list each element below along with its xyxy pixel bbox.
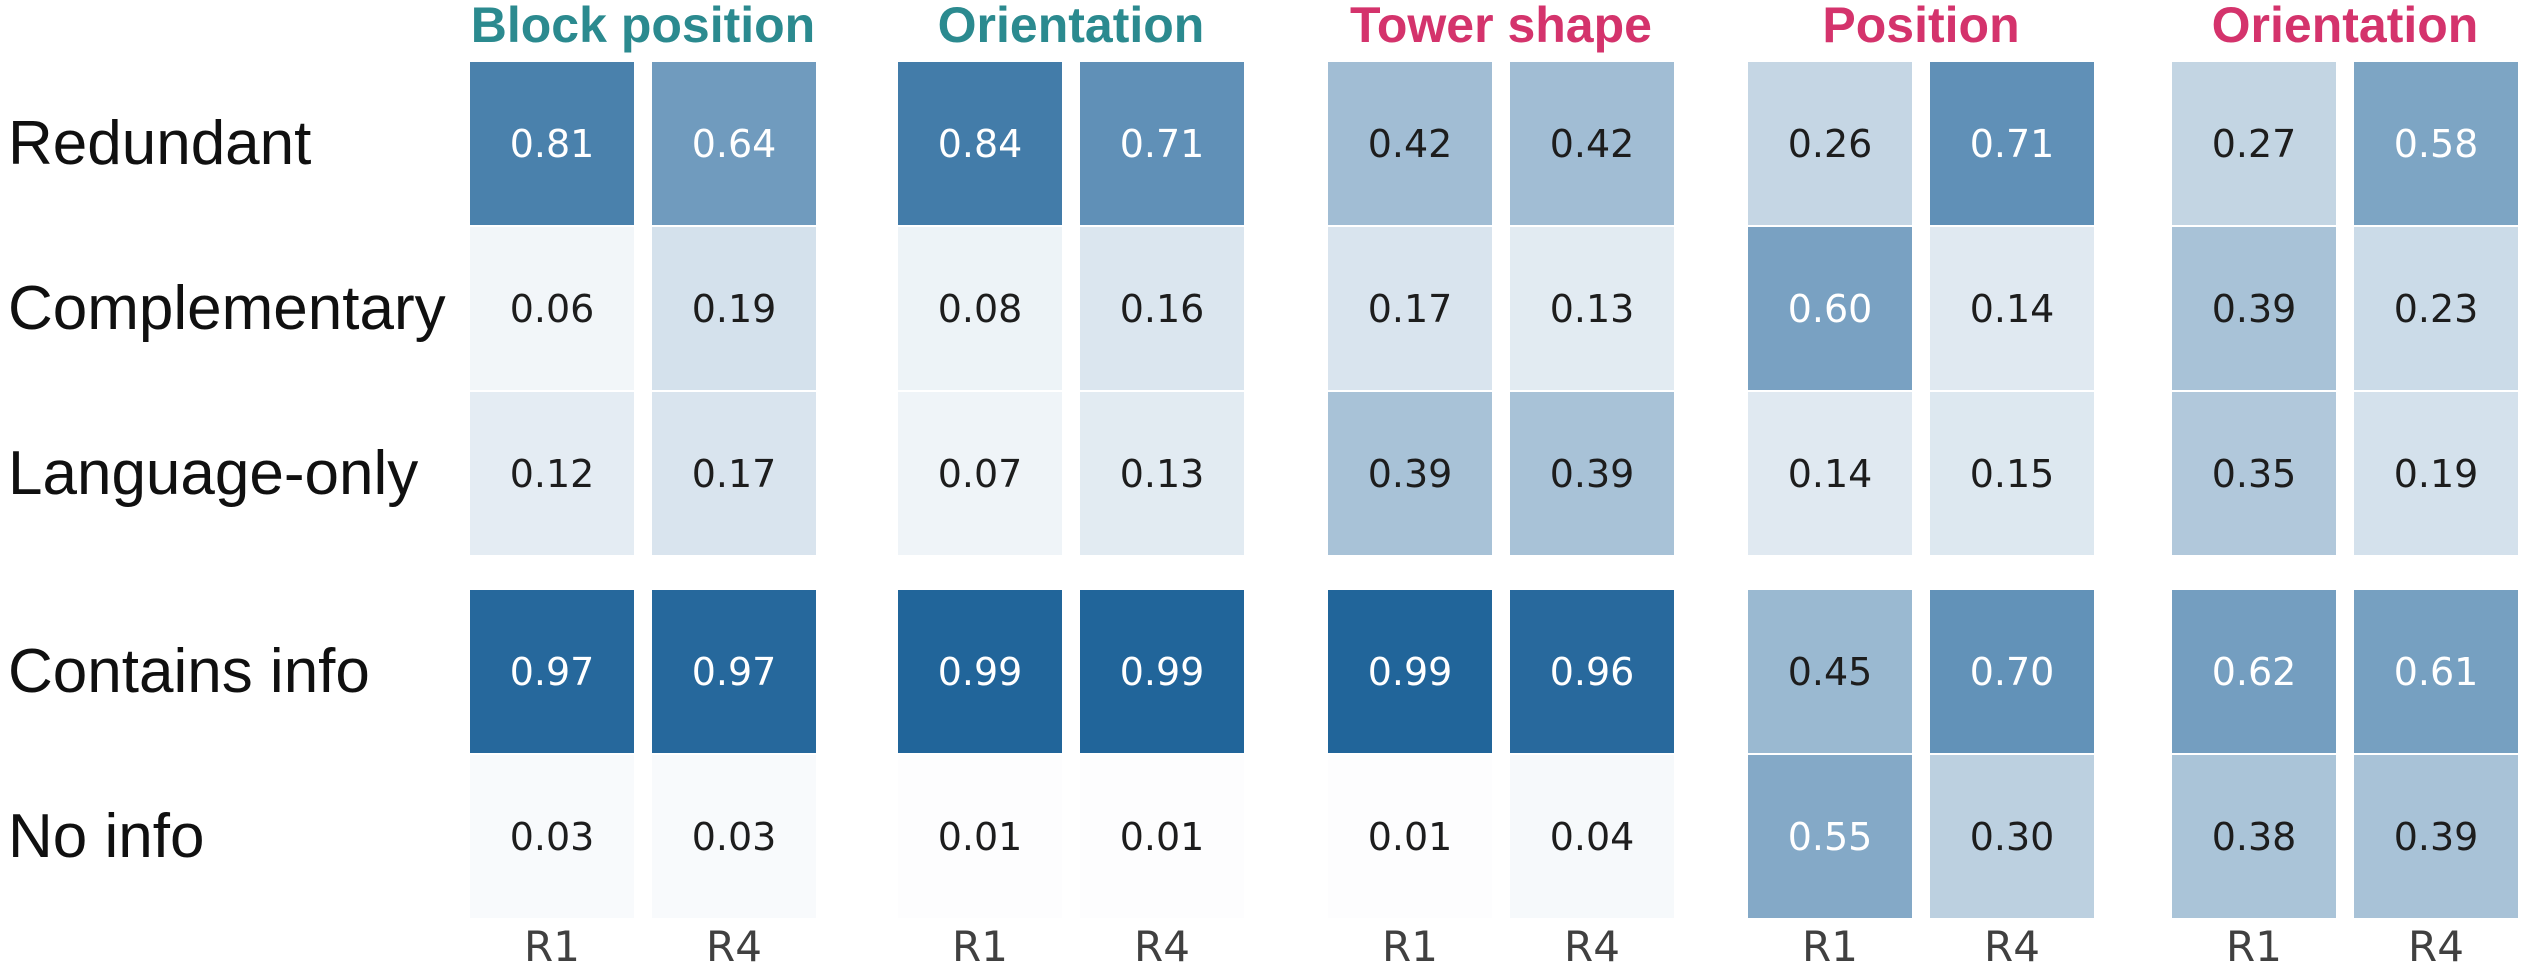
heatmap-cell: 0.03 (470, 755, 634, 918)
heatmap-cell: 0.45 (1748, 590, 1912, 753)
column-label-r1: R1 (952, 922, 1008, 969)
group-header-block-position: Block position (470, 0, 816, 53)
heatmap-cell: 0.42 (1328, 62, 1492, 225)
row-label-complementary: Complementary (8, 273, 446, 343)
heatmap-cell: 0.58 (2354, 62, 2518, 225)
heatmap-cell: 0.99 (898, 590, 1062, 753)
heatmap-cell: 0.55 (1748, 755, 1912, 918)
heatmap-cell: 0.96 (1510, 590, 1674, 753)
heatmap-cell: 0.97 (470, 590, 634, 753)
heatmap-cell: 0.19 (652, 227, 816, 390)
heatmap-cell: 0.06 (470, 227, 634, 390)
heatmap-cell: 0.01 (898, 755, 1062, 918)
heatmap-cell: 0.13 (1080, 392, 1244, 555)
heatmap-cell: 0.23 (2354, 227, 2518, 390)
heatmap-cell: 0.26 (1748, 62, 1912, 225)
heatmap-cell: 0.19 (2354, 392, 2518, 555)
heatmap-cell: 0.27 (2172, 62, 2336, 225)
heatmap-cell: 0.17 (1328, 227, 1492, 390)
heatmap-cell: 0.39 (2172, 227, 2336, 390)
heatmap-cell: 0.01 (1328, 755, 1492, 918)
column-label-r4: R4 (1984, 922, 2040, 969)
heatmap-cell: 0.30 (1930, 755, 2094, 918)
column-label-r1: R1 (524, 922, 580, 969)
group-header-orientation: Orientation (2211, 0, 2479, 53)
row-label-contains-info: Contains info (8, 636, 370, 706)
heatmap-cell: 0.12 (470, 392, 634, 555)
group-header-position: Position (1822, 0, 2020, 53)
column-label-r1: R1 (1802, 922, 1858, 969)
group-header-orientation: Orientation (937, 0, 1205, 53)
heatmap-cell: 0.99 (1080, 590, 1244, 753)
heatmap-cell: 0.13 (1510, 227, 1674, 390)
heatmap-cell: 0.71 (1930, 62, 2094, 225)
heatmap-cell: 0.35 (2172, 392, 2336, 555)
heatmap-cell: 0.84 (898, 62, 1062, 225)
heatmap-cell: 0.71 (1080, 62, 1244, 225)
column-label-r1: R1 (2226, 922, 2282, 969)
heatmap-cell: 0.42 (1510, 62, 1674, 225)
heatmap-cell: 0.99 (1328, 590, 1492, 753)
heatmap-cell: 0.16 (1080, 227, 1244, 390)
column-label-r4: R4 (2408, 922, 2464, 969)
column-label-r1: R1 (1382, 922, 1438, 969)
heatmap-cell: 0.08 (898, 227, 1062, 390)
heatmap-cell: 0.38 (2172, 755, 2336, 918)
column-label-r4: R4 (1564, 922, 1620, 969)
heatmap-cell: 0.61 (2354, 590, 2518, 753)
heatmap-cell: 0.60 (1748, 227, 1912, 390)
column-label-r4: R4 (1134, 922, 1190, 969)
row-label-language-only: Language-only (8, 438, 419, 508)
heatmap-cell: 0.14 (1930, 227, 2094, 390)
heatmap-cell: 0.81 (470, 62, 634, 225)
heatmap-cell: 0.01 (1080, 755, 1244, 918)
heatmap-cell: 0.70 (1930, 590, 2094, 753)
heatmap-cell: 0.14 (1748, 392, 1912, 555)
heatmap-cell: 0.04 (1510, 755, 1674, 918)
heatmap-cell: 0.15 (1930, 392, 2094, 555)
heatmap-cell: 0.62 (2172, 590, 2336, 753)
row-label-no-info: No info (8, 801, 205, 871)
group-header-tower-shape: Tower shape (1350, 0, 1652, 53)
heatmap-cell: 0.39 (2354, 755, 2518, 918)
heatmap-cell: 0.17 (652, 392, 816, 555)
column-label-r4: R4 (706, 922, 762, 969)
heatmap-cell: 0.07 (898, 392, 1062, 555)
row-label-redundant: Redundant (8, 108, 312, 178)
heatmap-cell: 0.39 (1510, 392, 1674, 555)
heatmap-cell: 0.64 (652, 62, 816, 225)
heatmap-cell: 0.39 (1328, 392, 1492, 555)
heatmap-cell: 0.03 (652, 755, 816, 918)
heatmap-cell: 0.97 (652, 590, 816, 753)
